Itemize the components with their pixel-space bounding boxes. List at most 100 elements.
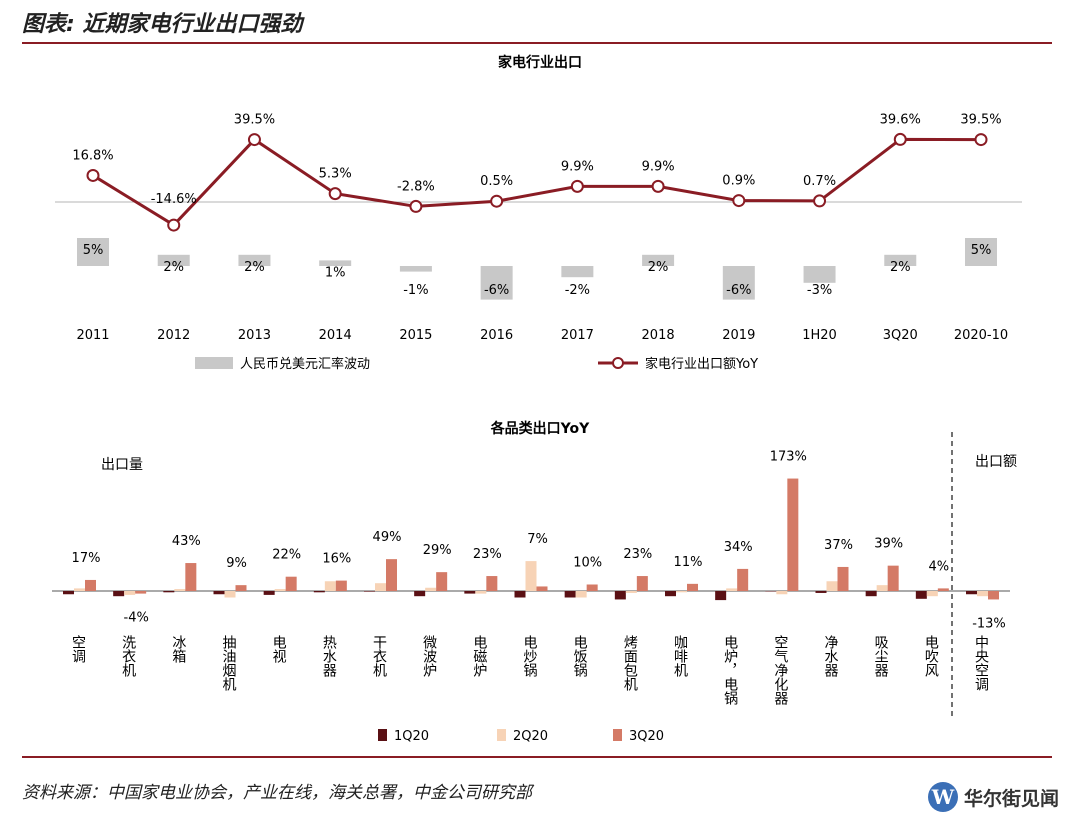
watermark-text: 华尔街见闻	[964, 787, 1060, 810]
bar-1Q20	[614, 591, 626, 600]
chart2-title: 各品类出口YoY	[490, 420, 590, 437]
category-label: 电磁炉	[471, 635, 487, 677]
bar-3q-label: 11%	[674, 555, 703, 570]
x-tick-label: 2011	[76, 328, 109, 343]
fx-bar-label: 2%	[890, 260, 911, 275]
bar-3Q20	[486, 576, 498, 591]
fx-bar	[480, 266, 513, 300]
yoy-point-label: 9.9%	[642, 159, 675, 174]
legend-swatch-1Q20	[378, 729, 387, 741]
bar-2Q20	[977, 591, 988, 597]
fx-bar-label: -6%	[484, 283, 509, 298]
chart1-title: 家电行业出口	[498, 54, 582, 71]
bar-2Q20	[726, 588, 738, 591]
bar-3q-label: -4%	[124, 611, 149, 626]
source-note: 资料来源：中国家电业协会，产业在线，海关总署，中金公司研究部	[22, 783, 532, 803]
category-label: 电饭锅	[572, 635, 588, 677]
category-label: 净水器	[823, 635, 839, 677]
x-tick-label: 3Q20	[883, 328, 918, 343]
bar-2Q20	[776, 591, 788, 595]
bar-3Q20	[636, 576, 648, 591]
bar-1Q20	[464, 591, 476, 594]
bar-3Q20	[386, 559, 397, 591]
category-label: 咖啡机	[672, 635, 688, 678]
bar-3q-label: 34%	[724, 540, 753, 555]
yoy-point-label: 39.5%	[234, 113, 275, 128]
bar-2Q20	[625, 591, 637, 593]
category-label: 微波炉	[421, 635, 437, 677]
bar-3Q20	[185, 563, 197, 591]
category-label: 烤面包机	[622, 635, 638, 692]
bar-1Q20	[915, 591, 927, 599]
category-label: 电炉，电锅	[722, 635, 738, 705]
fx-bar	[319, 260, 352, 266]
yoy-point-label: 5.3%	[319, 167, 352, 182]
fx-bar	[77, 238, 109, 266]
fx-bar	[803, 266, 836, 283]
bar-3q-label: 17%	[72, 551, 101, 566]
bar-3Q20	[887, 565, 899, 591]
legend-label-1Q20: 1Q20	[394, 729, 429, 744]
bar-1Q20	[163, 591, 175, 593]
yoy-point	[247, 133, 261, 147]
yoy-point-label: 0.7%	[803, 174, 836, 189]
fx-bar-label: -2%	[565, 283, 590, 298]
legend-swatch-2Q20	[497, 729, 506, 741]
bar-2Q20	[876, 585, 888, 591]
category-label: 洗衣机	[120, 635, 136, 678]
category-label: 空调	[70, 635, 86, 663]
fx-bar-label: 2%	[648, 260, 669, 275]
bar-3Q20	[687, 583, 698, 591]
x-tick-label: 2020-10	[954, 328, 1008, 343]
category-label: 吸尘器	[873, 635, 889, 677]
bar-3q-label: -13%	[972, 616, 1006, 631]
bar-2Q20	[575, 591, 587, 598]
x-tick-label: 2019	[722, 328, 755, 343]
export-line-chart: 家电行业出口 5% 2% 2% 1% -1% -6% -2% 2% -6% -3% 2% 5% 16.8%…	[55, 54, 1022, 372]
group-label-value: 出口额	[975, 454, 1017, 470]
yoy-point-label: 39.5%	[960, 113, 1001, 128]
yoy-point	[570, 179, 584, 193]
group-label-volume: 出口量	[101, 457, 143, 473]
fx-bar	[965, 238, 997, 266]
bar-3Q20	[737, 568, 749, 591]
bar-1Q20	[414, 591, 426, 597]
fx-bar-label: 2%	[244, 260, 265, 275]
fx-bar	[642, 254, 675, 266]
fx-bar-label: 5%	[971, 243, 992, 258]
bar-3q-label: 23%	[473, 547, 502, 562]
bar-3q-label: 29%	[423, 543, 452, 558]
x-tick-label: 2012	[157, 328, 190, 343]
fx-bar	[399, 266, 432, 272]
bar-2Q20	[274, 589, 286, 591]
yoy-point-label: 0.9%	[722, 174, 755, 189]
bar-2Q20	[525, 561, 537, 591]
category-label: 电吹风	[923, 635, 939, 678]
bar-3Q20	[988, 591, 999, 600]
yoy-point-label: 16.8%	[72, 148, 113, 163]
figure-title: 图表: 近期家电行业出口强劲	[22, 12, 303, 37]
legend-line-label: 家电行业出口额YoY	[645, 356, 758, 372]
watermark-logo: W	[928, 782, 958, 812]
yoy-point	[651, 179, 665, 193]
yoy-point-label: -14.6%	[151, 192, 197, 207]
x-tick-label: 2015	[399, 328, 432, 343]
category-label: 抽油烟机	[221, 635, 237, 692]
bar-1Q20	[966, 591, 977, 595]
bar-2Q20	[676, 591, 687, 593]
x-tick-label: 2013	[238, 328, 271, 343]
category-label: 中央空调	[973, 635, 989, 691]
legend-label-3Q20: 3Q20	[629, 729, 664, 744]
bar-3Q20	[586, 584, 598, 591]
category-label: 热水器	[321, 635, 337, 677]
yoy-point	[86, 168, 100, 182]
x-tick-label: 1H20	[802, 328, 837, 343]
x-tick-label: 2014	[319, 328, 352, 343]
yoy-point	[490, 194, 504, 208]
legend-bar-label: 人民币兑美元汇率波动	[240, 356, 370, 372]
bar-1Q20	[313, 591, 325, 593]
bar-3Q20	[235, 585, 247, 591]
bar-2Q20	[475, 591, 487, 594]
legend-line-marker	[612, 357, 624, 369]
legend-label-2Q20: 2Q20	[513, 729, 548, 744]
